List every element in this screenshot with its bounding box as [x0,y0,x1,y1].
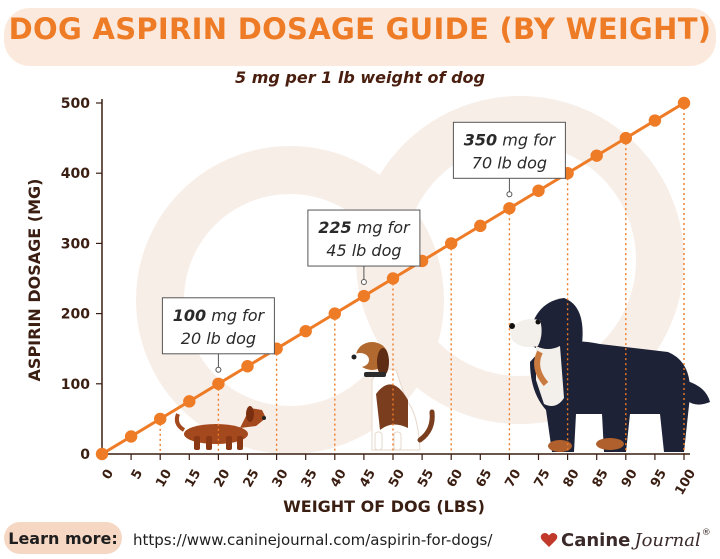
x-tick-label: 35 [299,467,321,490]
data-point [299,324,312,338]
x-tick-label: 50 [386,467,408,490]
callout-dot [506,191,513,198]
learn-more-label: Learn more: [8,529,118,548]
learn-more-pill [4,522,122,554]
brand-script: Journal [634,529,701,551]
callout-box [452,121,566,179]
title-banner [4,8,716,66]
x-tick-label: 60 [444,467,466,490]
x-tick-label: 25 [241,467,263,490]
callout-weight-text: 20 lb dog [181,329,256,348]
callout-dose-line: 100 mg for [173,306,266,325]
callout-box [161,297,275,355]
x-tick-label: 95 [648,467,670,490]
x-tick-label: 90 [619,467,641,490]
x-tick-label: 0 [100,467,118,482]
callout-weight-text: 45 lb dog [326,241,401,260]
dosage-series [95,96,691,461]
y-tick-label: 100 [61,377,90,393]
drop-lines [159,103,685,454]
x-tick-label: 5 [129,467,147,482]
brand-logo: Canine Journal ® [540,528,711,552]
chart-subtitle: 5 mg per 1 lb weight of dog [235,68,485,87]
dose-callout: 350 mg for 70 lb dog [452,121,566,198]
dachshund-icon [174,406,266,450]
heart-paw-icon [540,533,558,547]
beagle-icon [351,342,435,451]
data-point [677,96,691,110]
y-tick-label: 500 [61,96,90,112]
y-tick-label: 200 [61,307,90,323]
callout-dose-value: 350 [464,130,497,149]
y-tick-label: 400 [61,166,90,182]
data-point [445,237,458,250]
data-point [241,360,254,373]
dose-callout: 100 mg for 20 lb dog [161,297,275,373]
x-tick-label: 65 [473,467,495,490]
callout-unit-text: mg for [497,130,556,149]
bernese-mountain-dog-icon [509,298,710,452]
source-link[interactable]: https://www.caninejournal.com/aspirin-fo… [133,531,493,549]
callout-dose-line: 225 mg for [318,218,411,237]
y-tick-label: 300 [61,236,90,252]
data-point [590,149,603,162]
data-point [386,272,400,285]
callout-box [307,209,421,267]
data-point [154,412,167,426]
x-tick-label: 75 [532,467,554,490]
data-point [95,447,109,461]
callout-dose-value: 100 [173,306,206,325]
y-axis-ticks: 0 100 200 300 400 500 [61,96,102,463]
page-title: DOG ASPIRIN DOSAGE GUIDE (BY WEIGHT) [8,12,712,46]
chart-axes [101,99,690,455]
data-point [183,395,196,408]
data-point [648,114,662,127]
data-point [357,289,371,303]
x-tick-label: 10 [153,467,175,490]
x-tick-label: 55 [415,467,437,490]
brand-name: Canine [561,529,631,551]
x-tick-label: 40 [328,467,350,490]
callout-dose-value: 225 [318,218,351,237]
callout-unit-text: mg for [206,306,265,325]
callout-dot [215,366,222,373]
x-tick-label: 85 [590,467,612,490]
callout-dot [360,279,367,286]
x-tick-label: 70 [502,467,524,490]
callout-weight-text: 70 lb dog [472,153,547,172]
data-point [532,184,545,197]
x-axis-ticks: 0 5 10 15 20 25 30 35 40 45 50 55 60 65 70 75 80 85 90 95 10… [100,454,700,498]
x-tick-label: 15 [182,467,204,490]
data-point [474,219,487,233]
data-point [503,202,516,215]
data-point [328,307,341,320]
y-tick-label: 0 [80,447,90,463]
y-axis-title: ASPIRIN DOSAGE (MG) [25,179,44,382]
data-point [212,377,225,390]
data-point [124,430,138,443]
data-point [619,131,632,145]
callout-unit-text: mg for [352,218,411,237]
registered-mark: ® [701,528,711,538]
dose-callout: 225 mg for 45 lb dog [307,209,421,286]
x-tick-label: 80 [561,467,583,490]
x-tick-label: 20 [211,467,233,490]
x-tick-label: 30 [270,467,292,490]
x-axis-title: WEIGHT OF DOG (LBS) [283,497,485,516]
x-tick-label: 100 [673,467,700,498]
dose-annotations: 100 mg for 20 lb dog 225 mg for 45 lb dog 35… [161,121,566,373]
callout-dose-line: 350 mg for [464,130,557,149]
x-tick-label: 45 [357,467,379,490]
